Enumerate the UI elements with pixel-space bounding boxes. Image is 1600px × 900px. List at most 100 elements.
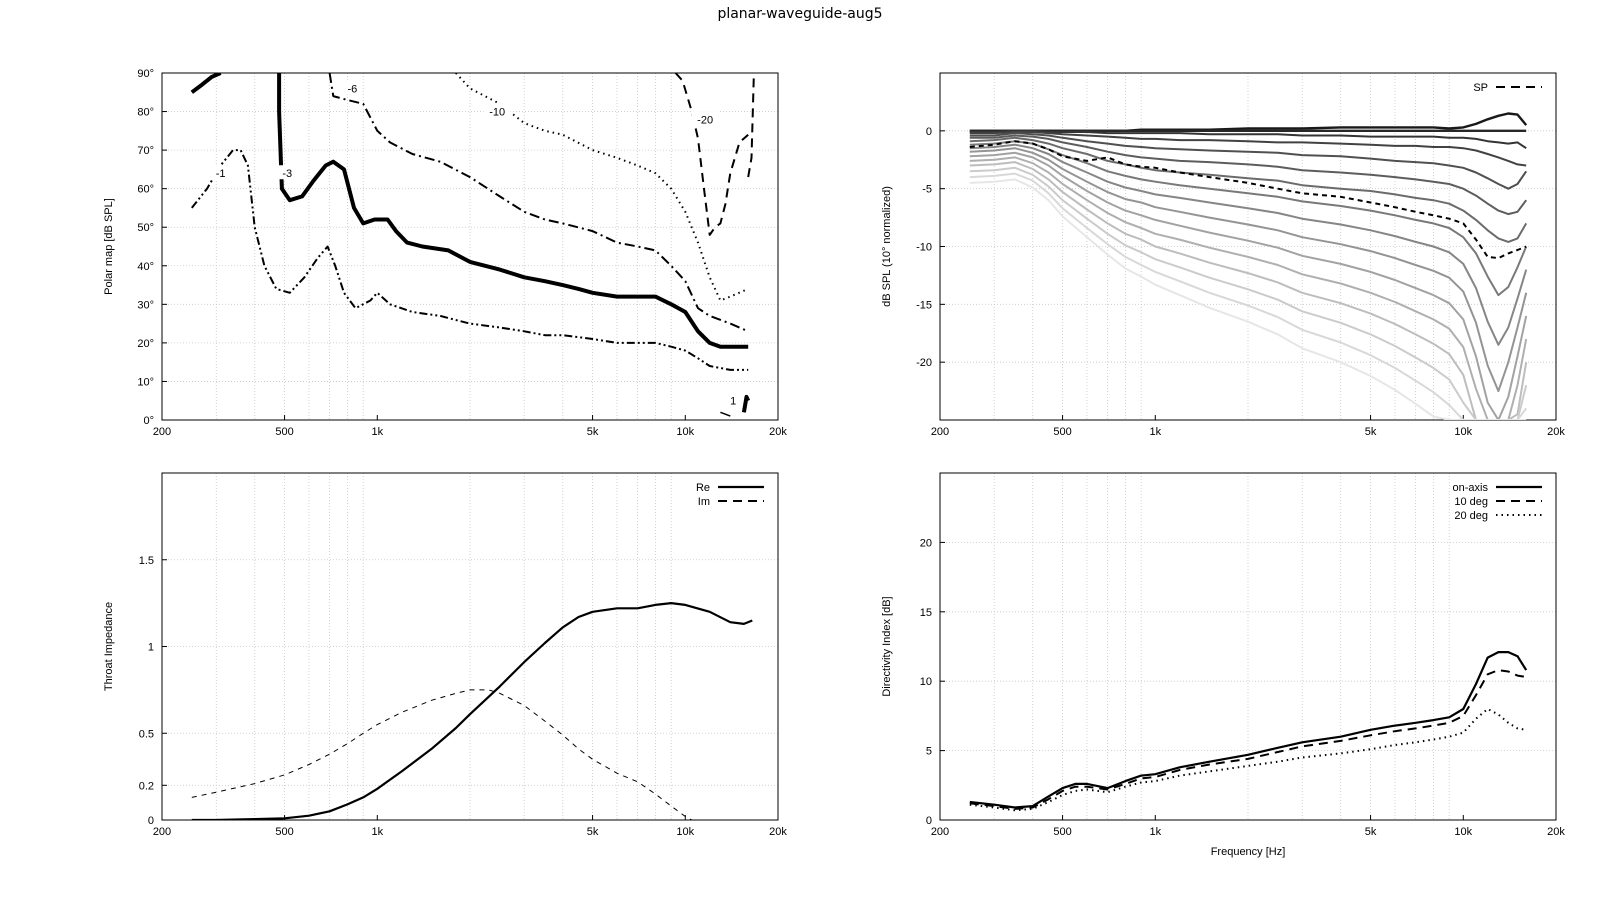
- x-tick-label: 20k: [1547, 426, 1565, 438]
- contour-label: -10: [489, 107, 505, 119]
- x-tick-label: 500: [1053, 826, 1071, 838]
- y-tick-label: 50°: [137, 222, 154, 234]
- legend-label: Re: [696, 482, 710, 494]
- x-tick-label: 5k: [587, 426, 599, 438]
- plot-area: [969, 112, 1528, 420]
- y-axis-label: Throat Impedance: [103, 602, 115, 691]
- contour-label-bg: [277, 165, 298, 180]
- x-tick-label: 1k: [1149, 826, 1161, 838]
- y-tick-label: 10°: [137, 376, 154, 388]
- x-tick-label: 1k: [371, 426, 383, 438]
- y-tick-label: 5: [926, 746, 932, 758]
- legend-label: SP: [1473, 82, 1488, 94]
- y-tick-label: 10: [920, 676, 932, 688]
- polar-response-line: [969, 136, 1528, 243]
- x-tick-label: 500: [275, 826, 293, 838]
- contour-label-bg: [210, 165, 231, 180]
- polar-response-line: [969, 151, 1528, 420]
- x-tick-label: 500: [275, 426, 293, 438]
- chart-polar: 200 500 1k 5k 10k 20k 0° 10° 20° 30° 40° 50° 60° 70° 8…: [103, 68, 787, 438]
- x-tick-label: 200: [153, 826, 171, 838]
- legend-label: on-axis: [1453, 482, 1489, 494]
- series-line-20-deg: [969, 708, 1527, 812]
- y-tick-label: 20: [920, 537, 932, 549]
- x-tick-label: 10k: [1454, 426, 1472, 438]
- polar-response-line: [969, 112, 1528, 132]
- y-tick-label: 0°: [143, 415, 154, 427]
- contour-line: [741, 394, 751, 413]
- polar-response-line: [969, 178, 1527, 420]
- legend-label: Im: [698, 496, 710, 508]
- polar-response-line: [969, 166, 1528, 420]
- contour-line: [277, 73, 749, 349]
- x-tick-label: 5k: [587, 826, 599, 838]
- x-tick-label: 200: [153, 426, 171, 438]
- x-tick-label: 200: [931, 426, 949, 438]
- y-tick-label: 15: [920, 607, 932, 619]
- contour-line: [747, 73, 755, 178]
- y-tick-label: 40°: [137, 261, 154, 273]
- x-axis-label: Frequency [Hz]: [1211, 846, 1286, 858]
- contour-line: [190, 73, 222, 94]
- sp-line: [969, 140, 1527, 260]
- x-tick-label: 20k: [769, 426, 787, 438]
- polar-response-line: [969, 132, 1528, 190]
- contour-label: -1: [216, 168, 226, 180]
- contour-line: [674, 73, 749, 236]
- series-line-on-axis: [969, 651, 1528, 809]
- x-tick-label: 500: [1053, 426, 1071, 438]
- polar-response-line: [969, 143, 1528, 346]
- plot-frame: [939, 472, 1557, 821]
- plot-area: [969, 651, 1528, 812]
- y-tick-label: -5: [922, 184, 932, 196]
- y-tick-label: 90°: [137, 68, 154, 80]
- chart-di: 200 500 1k 5k 10k 20k 0 5 10 15 20 Directivity Inde…: [881, 472, 1565, 858]
- y-tick-label: 60°: [137, 184, 154, 196]
- legend-label: 20 deg: [1454, 510, 1488, 522]
- y-axis-label: dB SPL (10° normalized): [881, 186, 893, 307]
- plot-frame: [161, 472, 779, 821]
- x-tick-label: 1k: [371, 826, 383, 838]
- x-tick-label: 10k: [676, 826, 694, 838]
- series-line-Re: [191, 602, 753, 820]
- y-tick-label: -20: [916, 357, 932, 369]
- contour-line: [191, 149, 749, 371]
- polar-response-line: [969, 134, 1527, 216]
- polar-response-line: [969, 147, 1528, 393]
- x-tick-label: 5k: [1365, 826, 1377, 838]
- polar-response-line: [969, 131, 1527, 167]
- contour-label: -20: [697, 114, 713, 126]
- y-tick-label: 30°: [137, 299, 154, 311]
- x-tick-label: 200: [931, 826, 949, 838]
- x-tick-label: 5k: [1365, 426, 1377, 438]
- page-title: planar-waveguide-aug5: [717, 6, 883, 22]
- contour-label-bg: [342, 80, 363, 95]
- y-tick-label: 0: [926, 815, 932, 827]
- y-tick-label: -15: [916, 299, 932, 311]
- contour-line: [720, 411, 731, 417]
- plot-frame: [161, 72, 779, 421]
- x-tick-label: 10k: [1454, 826, 1472, 838]
- chart-impedance: 200 500 1k 5k 10k 20k 0 0.2 0.5 1 1.5 Throat Impeda…: [103, 472, 787, 838]
- x-tick-label: 10k: [676, 426, 694, 438]
- contour-label-bg: [483, 103, 511, 118]
- x-tick-label: 20k: [769, 826, 787, 838]
- plot-frame: [939, 72, 1557, 421]
- polar-response-line: [969, 161, 1528, 420]
- chart-normalized: 200 500 1k 5k 10k 20k 0 -5 -10 -15 -20 dB SPL (10° …: [881, 72, 1565, 438]
- polar-response-line: [969, 156, 1528, 420]
- y-axis-label: Directivity Index [dB]: [881, 596, 893, 696]
- series-line-Im: [191, 689, 693, 820]
- y-tick-label: 70°: [137, 145, 154, 157]
- series-line-10-deg: [969, 669, 1527, 810]
- y-tick-label: -10: [916, 242, 932, 254]
- y-tick-label: 1: [148, 642, 154, 654]
- contour-label: -6: [347, 83, 357, 95]
- y-tick-label: 0: [148, 815, 154, 827]
- y-tick-label: 20°: [137, 338, 154, 350]
- y-tick-label: 0.5: [139, 728, 154, 740]
- y-tick-label: 0.2: [139, 780, 154, 792]
- polar-response-line: [969, 172, 1527, 420]
- contour-label: 1: [730, 396, 736, 408]
